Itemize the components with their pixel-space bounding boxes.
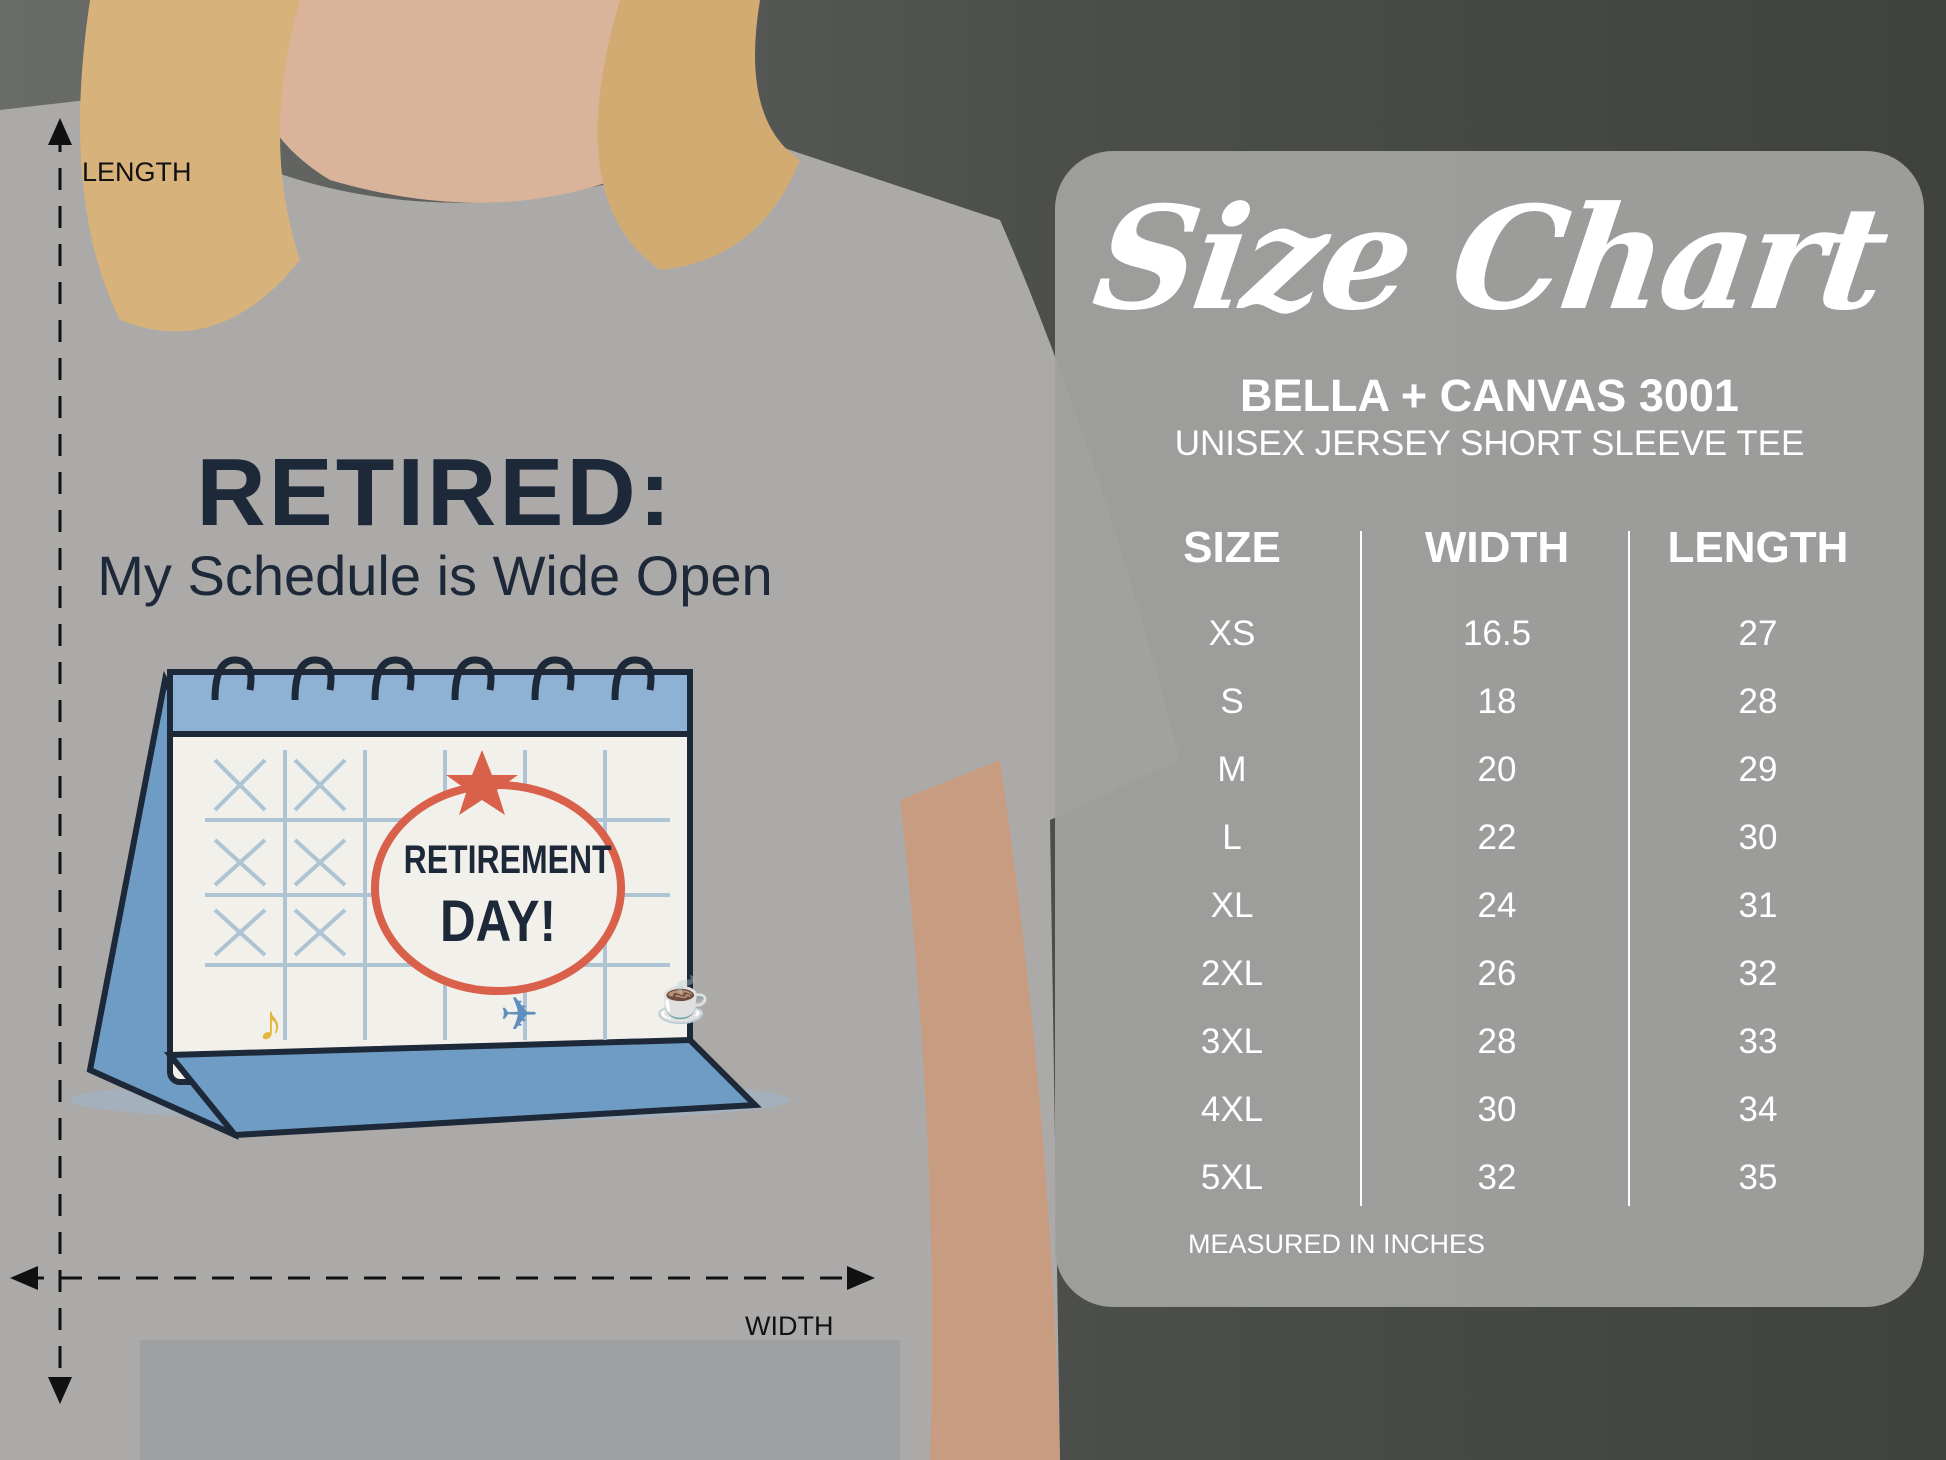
length-cell: 28 <box>1738 682 1778 721</box>
airplane-icon: ✈ <box>500 988 539 1040</box>
shirt-tagline: My Schedule is Wide Open <box>97 544 773 607</box>
column-divider <box>1628 531 1630 1206</box>
length-cell: 30 <box>1738 818 1778 857</box>
length-cell: 27 <box>1738 614 1778 653</box>
width-cell: 30 <box>1477 1090 1517 1129</box>
size-column: XS S M L XL 2XL 3XL 4XL 5XL <box>1102 600 1362 1212</box>
length-cell: 31 <box>1738 886 1778 925</box>
width-cell: 22 <box>1477 818 1517 857</box>
calendar-graphic: ♪ ✈ ☕ <box>70 656 790 1140</box>
product-name: UNISEX JERSEY SHORT SLEEVE TEE <box>1174 424 1805 463</box>
cup-icon: ☕ <box>655 973 710 1025</box>
pants <box>140 1340 900 1460</box>
size-cell: 3XL <box>1200 1022 1264 1061</box>
calendar-badge-line2: DAY! <box>440 889 556 954</box>
header-width: WIDTH <box>1424 523 1570 572</box>
width-column: 16.5 18 20 22 24 26 28 30 32 <box>1367 600 1627 1212</box>
star-icon <box>446 750 518 815</box>
music-note-icon: ♪ <box>258 995 283 1051</box>
length-arrow <box>48 118 72 1404</box>
hair-right <box>597 0 800 270</box>
size-chart-panel: Size Chart BELLA + CANVAS 3001 UNISEX JE… <box>1055 151 1924 1307</box>
width-cell: 32 <box>1477 1158 1517 1197</box>
size-cell: 4XL <box>1200 1090 1264 1129</box>
length-column: 27 28 29 30 31 32 33 34 35 <box>1628 600 1888 1212</box>
size-cell: M <box>1217 750 1247 789</box>
neck-skin <box>246 0 670 203</box>
width-arrow <box>10 1266 875 1290</box>
hair-left <box>80 0 300 332</box>
size-cell: XS <box>1208 614 1256 653</box>
size-cell: L <box>1222 818 1242 857</box>
length-cell: 33 <box>1738 1022 1778 1061</box>
shirt-headline: RETIRED: <box>196 439 674 546</box>
width-cell: 24 <box>1477 886 1517 925</box>
units-footnote: MEASURED IN INCHES <box>1188 1229 1486 1259</box>
header-length: LENGTH <box>1667 523 1849 572</box>
length-cell: 32 <box>1738 954 1778 993</box>
brand-model: BELLA + CANVAS 3001 <box>1240 370 1739 421</box>
width-label: WIDTH <box>745 1311 834 1341</box>
width-cell: 26 <box>1477 954 1517 993</box>
size-cell: 5XL <box>1200 1158 1264 1197</box>
column-divider <box>1360 531 1362 1206</box>
size-cell: S <box>1220 682 1244 721</box>
size-cell: 2XL <box>1200 954 1264 993</box>
width-cell: 18 <box>1477 682 1517 721</box>
length-cell: 29 <box>1738 750 1778 789</box>
length-label: LENGTH <box>82 157 192 187</box>
size-cell: XL <box>1210 886 1254 925</box>
size-chart-title: Size Chart <box>1085 176 1894 342</box>
length-cell: 35 <box>1738 1158 1778 1197</box>
length-cell: 34 <box>1738 1090 1778 1129</box>
width-cell: 20 <box>1477 750 1517 789</box>
calendar-badge-line1: RETIREMENT <box>403 838 612 882</box>
header-size: SIZE <box>1183 523 1281 572</box>
arm <box>900 760 1060 1460</box>
width-cell: 28 <box>1477 1022 1517 1061</box>
width-cell: 16.5 <box>1462 614 1532 653</box>
